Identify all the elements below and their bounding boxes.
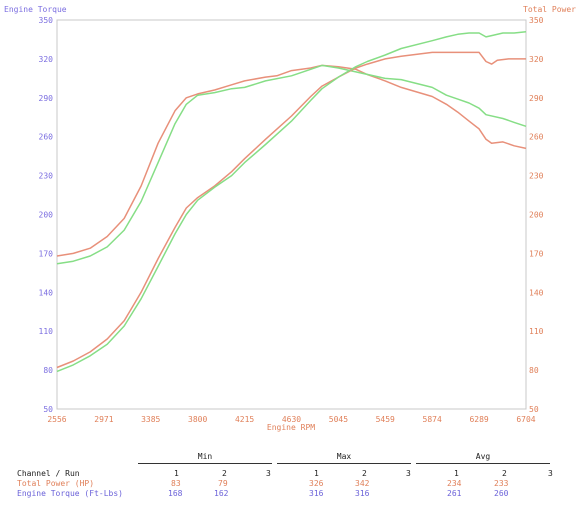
torque-min-run2: 162 [214,489,229,498]
max-header: Max [336,452,352,461]
run-number: 2 [502,469,507,478]
left-axis-title: Engine Torque [4,5,67,14]
left-tick-label: 350 [39,16,54,25]
right-tick-label: 320 [529,55,544,64]
right-tick-label: 350 [529,16,544,25]
left-tick-label: 170 [39,249,54,258]
right-tick-label: 50 [529,405,539,414]
dyno-chart: Engine Torque Total Power Engine RPM 50 8… [4,5,576,432]
series-line-3 [56,51,526,369]
run-number: 2 [362,469,367,478]
run-number: 1 [314,469,319,478]
max-rule [277,463,411,464]
right-tick-label: 260 [529,133,544,142]
x-tick-labels: 2556 2971 3385 3800 4215 4630 5045 5459 5874 6289… [47,415,535,424]
torque-max-run2: 316 [355,489,370,498]
summary-table: Min Max Avg Channel / Run 1 2 3 1 2 3 1 … [0,450,576,506]
x-tick-label: 5459 [376,415,395,424]
power-min-run2: 79 [218,479,228,488]
left-tick-label: 230 [39,172,54,181]
torque-avg-run1: 261 [447,489,462,498]
run-number: 2 [222,469,227,478]
power-avg-run1: 234 [447,479,462,488]
run-number: 3 [266,469,271,478]
x-tick-label: 3385 [141,415,160,424]
power-max-run1: 326 [309,479,324,488]
torque-min-run1: 168 [168,489,183,498]
left-tick-label: 80 [43,366,53,375]
power-min-run1: 83 [171,479,181,488]
run-number: 3 [406,469,411,478]
x-tick-label: 6704 [516,415,535,424]
plot-area [56,19,527,410]
series-line-1 [56,64,527,257]
left-tick-label: 260 [39,133,54,142]
right-tick-label: 110 [529,327,544,336]
right-axis-title: Total Power [523,5,576,14]
min-header: Min [197,452,213,461]
left-tick-label: 110 [39,327,54,336]
min-rule [138,463,272,464]
power-max-run2: 342 [355,479,370,488]
x-tick-label: 5874 [423,415,442,424]
channel-run-header: Channel / Run [17,469,80,478]
left-tick-label: 200 [39,211,54,220]
x-tick-label: 4630 [282,415,301,424]
right-tick-label: 80 [529,366,539,375]
series-lines [56,30,527,373]
x-tick-label: 2556 [47,415,66,424]
series-line-4 [56,30,527,373]
left-tick-label: 140 [39,288,54,297]
left-tick-label: 50 [43,405,53,414]
left-tick-label: 290 [39,94,54,103]
power-row-label: Total Power (HP) [17,479,95,488]
right-tick-label: 200 [529,211,544,220]
torque-max-run1: 316 [309,489,324,498]
right-tick-label: 140 [529,288,544,297]
x-tick-label: 4215 [235,415,254,424]
left-tick-labels: 50 80 110 140 170 200 230 260 290 320 350 [39,16,54,414]
power-avg-run2: 233 [494,479,509,488]
x-tick-label: 6289 [469,415,488,424]
left-tick-label: 320 [39,55,54,64]
series-line-2 [56,64,527,265]
x-tick-label: 2971 [94,415,113,424]
x-axis-title: Engine RPM [267,423,315,432]
right-tick-label: 170 [529,249,544,258]
run-number: 1 [174,469,179,478]
x-tick-label: 3800 [188,415,207,424]
run-number: 3 [548,469,553,478]
right-tick-label: 290 [529,94,544,103]
torque-avg-run2: 260 [494,489,509,498]
avg-header: Avg [475,452,491,461]
right-tick-labels: 50 80 110 140 170 200 230 260 290 320 350 [529,16,544,414]
run-number: 1 [454,469,459,478]
x-tick-label: 5045 [329,415,348,424]
avg-rule [416,463,550,464]
torque-row-label: Engine Torque (Ft-Lbs) [17,489,123,498]
right-tick-label: 230 [529,172,544,181]
